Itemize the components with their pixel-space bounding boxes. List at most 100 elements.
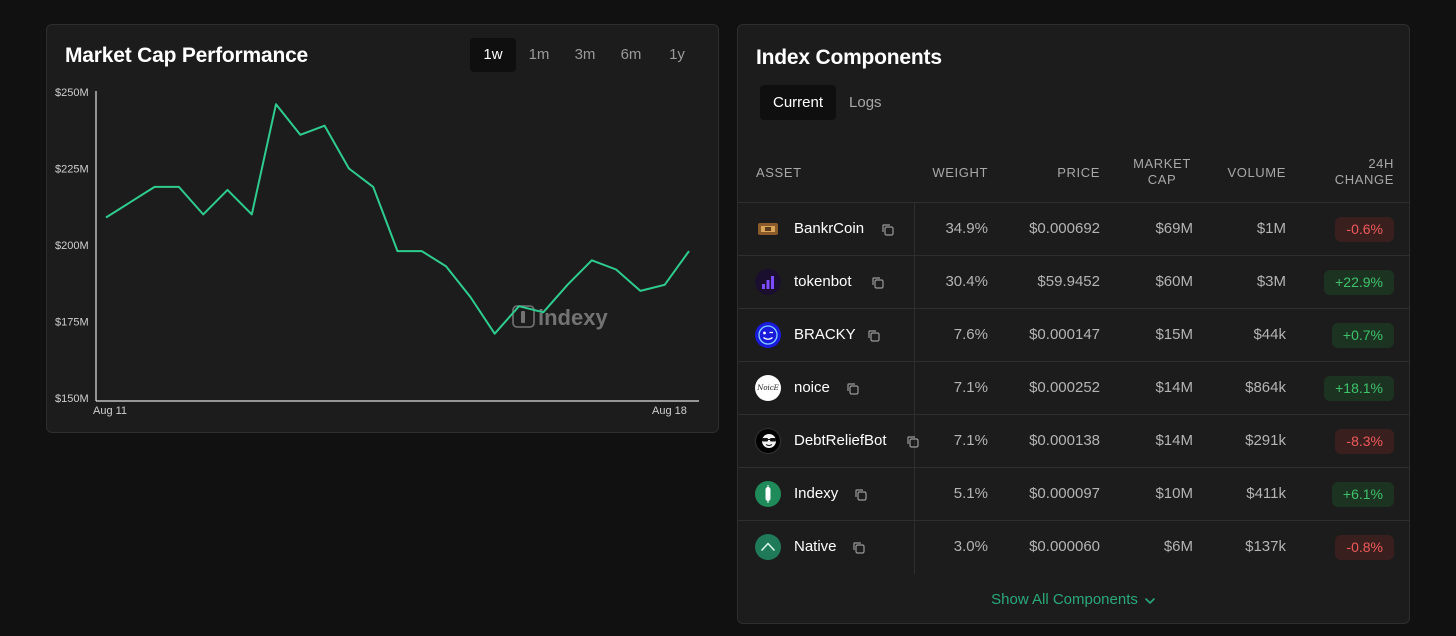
header-24h-change[interactable]: 24H CHANGE: [1334, 156, 1394, 187]
copy-icon[interactable]: [846, 382, 859, 395]
market-cap-value: $15M: [1155, 326, 1193, 343]
table-row[interactable]: tokenbot 30.4% $59.9452 $60M $3M +22.9%: [738, 256, 1409, 309]
components-table: ASSET WEIGHT PRICE MARKET CAP VOLUME 24H…: [738, 153, 1409, 574]
market-cap-card: Market Cap Performance 1w 1m 3m 6m 1y $1…: [46, 24, 719, 433]
header-market-cap[interactable]: MARKET CAP: [1133, 156, 1191, 187]
y-tick-label: $150M: [55, 393, 89, 405]
asset-name[interactable]: BRACKY: [794, 326, 856, 343]
asset-name[interactable]: tokenbot: [794, 273, 852, 290]
asset-name[interactable]: BankrCoin: [794, 220, 865, 237]
data-point[interactable]: [540, 309, 546, 315]
data-point[interactable]: [443, 263, 449, 269]
table-row[interactable]: Native 3.0% $0.000060 $6M $137k -0.8%: [738, 521, 1409, 574]
data-point[interactable]: [686, 248, 692, 254]
chart-title: Market Cap Performance: [65, 44, 309, 67]
copy-icon[interactable]: [867, 329, 880, 342]
data-point[interactable]: [565, 282, 571, 288]
y-tick-label: $225M: [55, 164, 89, 176]
table-row[interactable]: NoicE noice 7.1% $0.000252 $14M $864k +1…: [738, 362, 1409, 415]
data-point[interactable]: [637, 288, 643, 294]
range-tab-3m[interactable]: 3m: [574, 46, 596, 63]
market-cap-value: $6M: [1163, 538, 1193, 555]
indexy-icon: [755, 481, 781, 507]
market-cap-value: $14M: [1155, 379, 1193, 396]
data-point[interactable]: [346, 166, 352, 172]
data-point[interactable]: [200, 211, 206, 217]
table-row[interactable]: Indexy 5.1% $0.000097 $10M $411k +6.1%: [738, 468, 1409, 521]
header-price[interactable]: PRICE: [1057, 165, 1100, 180]
data-point[interactable]: [662, 282, 668, 288]
data-point[interactable]: [516, 303, 522, 309]
data-point[interactable]: [249, 211, 255, 217]
tab-logs[interactable]: Logs: [849, 94, 882, 111]
range-tabs: 1w 1m 3m 6m 1y: [470, 38, 700, 72]
volume-value: $1M: [1256, 220, 1286, 237]
table-row[interactable]: DebtReliefBot 7.1% $0.000138 $14M $291k …: [738, 415, 1409, 468]
debtreliefbot-icon: [755, 428, 781, 454]
show-all-label: Show All Components: [991, 591, 1138, 608]
market-cap-value: $10M: [1155, 485, 1193, 502]
price-value: $59.9452: [1037, 273, 1100, 290]
weight-value: 3.0%: [953, 538, 988, 555]
copy-icon[interactable]: [906, 435, 919, 448]
data-point[interactable]: [176, 184, 182, 190]
y-tick-label: $200M: [55, 240, 89, 252]
change-badge: +6.1%: [1331, 482, 1394, 507]
weight-value: 30.4%: [945, 273, 988, 290]
data-point[interactable]: [297, 132, 303, 138]
data-point[interactable]: [467, 294, 473, 300]
price-value: $0.000147: [1029, 326, 1100, 343]
copy-icon[interactable]: [852, 541, 865, 554]
data-point[interactable]: [152, 184, 158, 190]
data-point[interactable]: [589, 257, 595, 263]
chevron-down-icon: [1144, 592, 1156, 609]
tab-current[interactable]: Current: [760, 85, 837, 120]
range-tab-1m[interactable]: 1m: [528, 46, 550, 63]
asset-name[interactable]: Indexy: [794, 485, 839, 502]
volume-value: $44k: [1253, 326, 1286, 343]
change-badge: -8.3%: [1335, 429, 1394, 454]
change-badge: +0.7%: [1331, 323, 1394, 348]
weight-value: 34.9%: [945, 220, 988, 237]
noice-icon-text: NoicE: [757, 384, 779, 392]
market-cap-value: $60M: [1155, 273, 1193, 290]
watermark-text: indexy: [538, 305, 608, 330]
change-badge: -0.6%: [1335, 217, 1394, 242]
y-tick-labels: $150M $175M $200M $225M $250M: [55, 87, 89, 405]
market-cap-chart: $150M$175M$200M$225M$250M Aug 11 Aug 18 …: [55, 87, 699, 417]
table-row[interactable]: BRACKY 7.6% $0.000147 $15M $44k +0.7%: [738, 309, 1409, 362]
copy-icon[interactable]: [881, 223, 894, 236]
data-point[interactable]: [613, 266, 619, 272]
table-row[interactable]: BankrCoin 34.9% $0.000692 $69M $1M -0.6%: [738, 203, 1409, 256]
market-cap-value: $69M: [1155, 220, 1193, 237]
data-point[interactable]: [273, 101, 279, 107]
data-point[interactable]: [492, 331, 498, 337]
data-point[interactable]: [127, 199, 133, 205]
price-value: $0.000138: [1029, 432, 1100, 449]
header-volume[interactable]: VOLUME: [1227, 165, 1286, 180]
indexy-watermark: indexy: [512, 305, 608, 330]
range-tab-6m[interactable]: 6m: [620, 46, 642, 63]
asset-name[interactable]: noice: [794, 379, 830, 396]
copy-icon[interactable]: [871, 276, 884, 289]
copy-icon[interactable]: [854, 488, 867, 501]
column-divider: [914, 309, 915, 361]
range-tab-1w[interactable]: 1w: [470, 38, 516, 72]
show-all-components-button[interactable]: Show All Components: [738, 591, 1409, 609]
data-point[interactable]: [419, 248, 425, 254]
data-point[interactable]: [370, 184, 376, 190]
data-point[interactable]: [322, 123, 328, 129]
price-value: $0.000252: [1029, 379, 1100, 396]
header-asset[interactable]: ASSET: [756, 165, 802, 180]
column-divider: [914, 256, 915, 308]
header-weight[interactable]: WEIGHT: [932, 165, 988, 180]
data-point[interactable]: [395, 248, 401, 254]
components-tabs: Current Logs: [760, 85, 895, 120]
x-tick-end: Aug 18: [652, 405, 687, 417]
data-point[interactable]: [103, 214, 109, 220]
data-point[interactable]: [224, 187, 230, 193]
asset-name[interactable]: DebtReliefBot: [794, 432, 887, 449]
asset-name[interactable]: Native: [794, 538, 837, 555]
range-tab-1y[interactable]: 1y: [669, 46, 685, 63]
index-title: Index Components: [756, 46, 942, 69]
